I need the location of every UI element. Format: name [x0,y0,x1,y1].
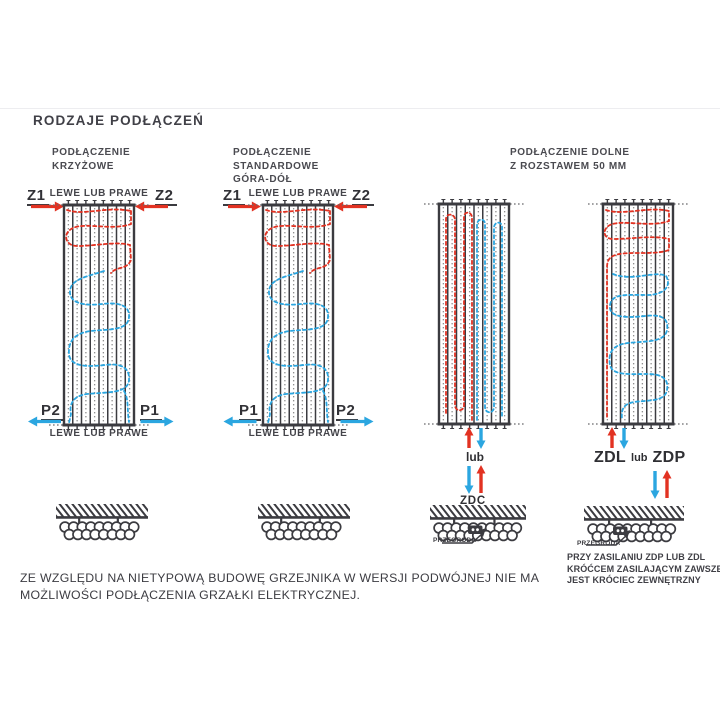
d3-supply-return-arrows-icon [464,427,486,449]
d4-connection-labels: ZDL lub ZDP [594,449,685,467]
d1-wall-bracket-icon [56,504,148,541]
d3-return-supply-arrows-icon [464,465,486,494]
page-title: RODZAJE PODŁĄCZEŃ [33,113,204,128]
heading-dolne-50mm: PODŁĄCZENIE DOLNE Z ROZSTAWEM 50 MM [510,147,630,172]
d3-wall-bracket-icon [430,505,526,542]
d4-partition-label: PRZEGRODA [577,540,621,547]
d4-zdl-label: ZDL [594,449,627,466]
d4-supply-return-arrows-icon [607,427,629,449]
d2-top-side-label: LEWE LUB PRAWE [248,188,348,199]
d1-z2-supply-arrow-icon [135,201,168,212]
d2-z2-supply-arrow-icon [334,201,367,212]
d1-bottom-side-label: LEWE LUB PRAWE [49,428,149,439]
d2-wall-bracket-icon [258,504,350,541]
d2-bottom-side-label: LEWE LUB PRAWE [248,428,348,439]
d2-z1-supply-arrow-icon [228,201,261,212]
d3-partition-pointer-icon [442,528,486,544]
d3-partition-label: PRZEGRODA [433,537,477,544]
d1-z1-supply-arrow-icon [31,201,64,212]
d4-note: PRZY ZASILANIU ZDP LUB ZDL KRÓĆCEM ZASIL… [567,552,720,585]
d2-p1-return-arrow-icon [223,416,257,427]
radiator-diagram-3 [424,199,524,429]
radiator-diagram-4 [588,199,688,429]
d1-p1-return-arrow-icon [140,416,174,427]
heading-krzyzowe: PODŁĄCZENIE KRZYŻOWE [52,147,131,172]
radiator-diagram-2 [248,200,348,430]
heading-gora-dol: PODŁĄCZENIE STANDARDOWE GÓRA-DÓŁ [233,147,319,185]
d1-top-side-label: LEWE LUB PRAWE [49,188,149,199]
radiator-diagram-1 [49,200,149,430]
footer-note: ZE WZGLĘDU NA NIETYPOWĄ BUDOWĘ GRZEJNIKA… [20,571,540,602]
d1-p2-return-arrow-icon [28,416,61,427]
d4-wall-bracket-icon [584,506,684,543]
d3-zdc-label: ZDC [459,495,487,507]
d4-zdp-label: ZDP [652,449,686,466]
d4-return-supply-arrows-icon [650,470,672,499]
d3-or-label: lub [466,450,484,464]
top-divider-line [0,108,720,109]
d2-p2-return-arrow-icon [340,416,374,427]
d4-or-label: lub [631,452,648,464]
d4-partition-pointer-icon [586,530,630,546]
